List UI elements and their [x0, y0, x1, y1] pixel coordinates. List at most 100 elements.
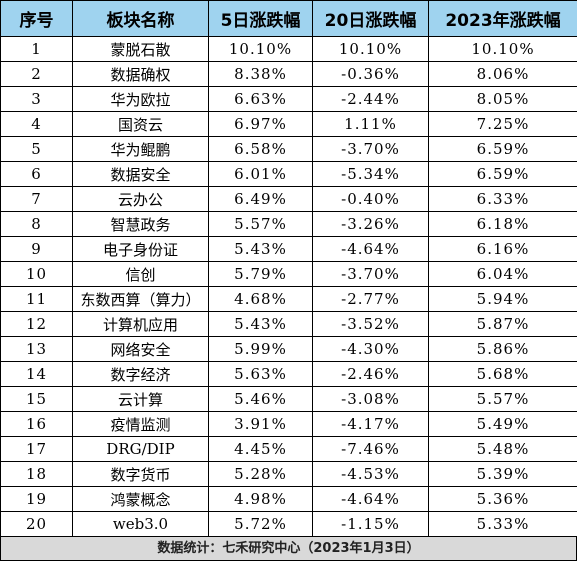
cell-20day-change: -4.17%	[312, 411, 429, 437]
cell-sector-name: 信创	[72, 261, 209, 287]
cell-5day-change: 4.45%	[208, 436, 313, 462]
cell-2023-change: 8.05%	[428, 86, 577, 112]
cell-5day-change: 4.98%	[208, 486, 313, 512]
cell-index: 19	[0, 486, 73, 512]
cell-20day-change: -1.15%	[312, 511, 429, 537]
cell-20day-change: 10.10%	[312, 36, 429, 62]
table-row: 16 疫情监测 3.91% -4.17% 5.49%	[0, 411, 577, 437]
table-row: 11 东数西算（算力） 4.68% -2.77% 5.94%	[0, 286, 577, 312]
cell-20day-change: -2.77%	[312, 286, 429, 312]
cell-5day-change: 8.38%	[208, 61, 313, 87]
cell-index: 18	[0, 461, 73, 487]
table-row: 7 云办公 6.49% -0.40% 6.33%	[0, 186, 577, 212]
cell-5day-change: 5.28%	[208, 461, 313, 487]
cell-20day-change: -5.34%	[312, 161, 429, 187]
cell-2023-change: 5.68%	[428, 361, 577, 387]
cell-2023-change: 8.06%	[428, 61, 577, 87]
cell-20day-change: -0.40%	[312, 186, 429, 212]
cell-5day-change: 4.68%	[208, 286, 313, 312]
cell-2023-change: 5.94%	[428, 286, 577, 312]
table-body: 1 蒙脱石散 10.10% 10.10% 10.10% 2 数据确权 8.38% -0.36% 8…	[0, 36, 577, 537]
cell-index: 17	[0, 436, 73, 462]
cell-sector-name: 国资云	[72, 111, 209, 137]
cell-20day-change: -7.46%	[312, 436, 429, 462]
cell-2023-change: 6.59%	[428, 136, 577, 162]
cell-2023-change: 6.59%	[428, 161, 577, 187]
cell-5day-change: 5.46%	[208, 386, 313, 412]
source-footer: 数据统计：七禾研究中心（2023年1月3日）	[0, 537, 577, 561]
cell-5day-change: 6.49%	[208, 186, 313, 212]
table-row: 13 网络安全 5.99% -4.30% 5.86%	[0, 336, 577, 362]
cell-20day-change: -3.70%	[312, 136, 429, 162]
cell-2023-change: 6.33%	[428, 186, 577, 212]
cell-sector-name: 计算机应用	[72, 311, 209, 337]
cell-5day-change: 10.10%	[208, 36, 313, 62]
table-row: 19 鸿蒙概念 4.98% -4.64% 5.36%	[0, 486, 577, 512]
table-row: 4 国资云 6.97% 1.11% 7.25%	[0, 111, 577, 137]
table-row: 15 云计算 5.46% -3.08% 5.57%	[0, 386, 577, 412]
cell-5day-change: 6.63%	[208, 86, 313, 112]
cell-2023-change: 5.57%	[428, 386, 577, 412]
cell-5day-change: 6.58%	[208, 136, 313, 162]
cell-5day-change: 5.63%	[208, 361, 313, 387]
table-row: 9 电子身份证 5.43% -4.64% 6.16%	[0, 236, 577, 262]
cell-index: 13	[0, 336, 73, 362]
cell-20day-change: -2.44%	[312, 86, 429, 112]
cell-sector-name: 蒙脱石散	[72, 36, 209, 62]
cell-sector-name: 东数西算（算力）	[72, 286, 209, 312]
cell-5day-change: 5.43%	[208, 236, 313, 262]
cell-2023-change: 10.10%	[428, 36, 577, 62]
cell-20day-change: -3.08%	[312, 386, 429, 412]
header-index: 序号	[0, 0, 73, 37]
cell-2023-change: 6.16%	[428, 236, 577, 262]
cell-2023-change: 7.25%	[428, 111, 577, 137]
cell-index: 3	[0, 86, 73, 112]
table-row: 2 数据确权 8.38% -0.36% 8.06%	[0, 61, 577, 87]
cell-5day-change: 5.99%	[208, 336, 313, 362]
cell-20day-change: -4.30%	[312, 336, 429, 362]
table-header-row: 序号 板块名称 5日涨跌幅 20日涨跌幅 2023年涨跌幅	[0, 0, 577, 37]
cell-index: 20	[0, 511, 73, 537]
table-row: 8 智慧政务 5.57% -3.26% 6.18%	[0, 211, 577, 237]
cell-sector-name: 电子身份证	[72, 236, 209, 262]
cell-5day-change: 6.97%	[208, 111, 313, 137]
cell-2023-change: 6.04%	[428, 261, 577, 287]
header-sector-name: 板块名称	[72, 0, 209, 37]
cell-sector-name: 数字货币	[72, 461, 209, 487]
cell-sector-name: 鸿蒙概念	[72, 486, 209, 512]
cell-2023-change: 5.87%	[428, 311, 577, 337]
cell-20day-change: -3.70%	[312, 261, 429, 287]
table-row: 17 DRG/DIP 4.45% -7.46% 5.48%	[0, 436, 577, 462]
sector-performance-table: 序号 板块名称 5日涨跌幅 20日涨跌幅 2023年涨跌幅 1 蒙脱石散 10.10…	[0, 0, 577, 537]
cell-2023-change: 5.39%	[428, 461, 577, 487]
cell-20day-change: -3.26%	[312, 211, 429, 237]
cell-index: 14	[0, 361, 73, 387]
cell-20day-change: -2.46%	[312, 361, 429, 387]
cell-5day-change: 5.72%	[208, 511, 313, 537]
cell-index: 6	[0, 161, 73, 187]
cell-index: 2	[0, 61, 73, 87]
cell-sector-name: 疫情监测	[72, 411, 209, 437]
cell-index: 8	[0, 211, 73, 237]
cell-sector-name: web3.0	[72, 511, 209, 537]
cell-index: 1	[0, 36, 73, 62]
cell-20day-change: -4.64%	[312, 486, 429, 512]
cell-2023-change: 5.36%	[428, 486, 577, 512]
table-row: 6 数据安全 6.01% -5.34% 6.59%	[0, 161, 577, 187]
cell-index: 9	[0, 236, 73, 262]
cell-2023-change: 6.18%	[428, 211, 577, 237]
cell-20day-change: -4.64%	[312, 236, 429, 262]
cell-20day-change: -3.52%	[312, 311, 429, 337]
table-row: 5 华为鲲鹏 6.58% -3.70% 6.59%	[0, 136, 577, 162]
table-row: 20 web3.0 5.72% -1.15% 5.33%	[0, 511, 577, 537]
cell-index: 12	[0, 311, 73, 337]
cell-sector-name: 智慧政务	[72, 211, 209, 237]
cell-sector-name: 数据安全	[72, 161, 209, 187]
cell-index: 15	[0, 386, 73, 412]
cell-2023-change: 5.48%	[428, 436, 577, 462]
cell-sector-name: 网络安全	[72, 336, 209, 362]
table-row: 18 数字货币 5.28% -4.53% 5.39%	[0, 461, 577, 487]
cell-5day-change: 5.43%	[208, 311, 313, 337]
table-row: 1 蒙脱石散 10.10% 10.10% 10.10%	[0, 36, 577, 62]
